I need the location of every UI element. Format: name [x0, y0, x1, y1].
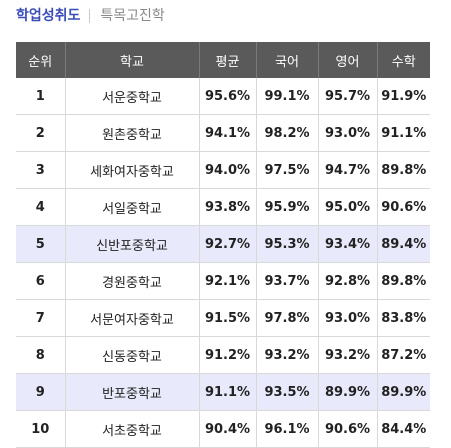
table-header: 순위 학교 평균 국어 영어 수학 — [16, 42, 430, 78]
rank-cell: 2 — [16, 114, 66, 152]
math-score-cell: 90.6% — [377, 188, 430, 226]
average-cell: 91.1% — [199, 373, 257, 411]
rank-cell: 4 — [16, 188, 66, 226]
column-header-rank[interactable]: 순위 — [16, 42, 66, 78]
tab-bar: 학업성취도 특목고진학 — [16, 5, 165, 27]
math-score-cell: 83.8% — [377, 299, 430, 337]
school-name-cell: 반포중학교 — [65, 373, 200, 411]
math-score-cell: 91.1% — [377, 114, 430, 152]
korean-score-cell: 99.1% — [256, 78, 319, 115]
english-score-cell: 94.7% — [318, 151, 378, 189]
korean-score-cell: 97.8% — [256, 299, 319, 337]
rank-cell: 8 — [16, 336, 66, 374]
table-row[interactable]: 8 신동중학교 91.2% 93.2% 93.2% 87.2% — [16, 336, 430, 374]
table-row[interactable]: 2 원촌중학교 94.1% 98.2% 93.0% 91.1% — [16, 114, 430, 152]
korean-score-cell: 97.5% — [256, 151, 319, 189]
math-score-cell: 89.8% — [377, 151, 430, 189]
english-score-cell: 93.2% — [318, 336, 378, 374]
column-header-school[interactable]: 학교 — [65, 42, 200, 78]
average-cell: 93.8% — [199, 188, 257, 226]
column-header-korean[interactable]: 국어 — [256, 42, 319, 78]
school-name-cell: 경원중학교 — [65, 262, 200, 300]
school-name-cell: 세화여자중학교 — [65, 151, 200, 189]
math-score-cell: 91.9% — [377, 78, 430, 115]
rank-cell: 1 — [16, 78, 66, 115]
school-name-cell: 신반포중학교 — [65, 225, 200, 263]
math-score-cell: 87.2% — [377, 336, 430, 374]
english-score-cell: 93.0% — [318, 299, 378, 337]
table-body: 1 서운중학교 95.6% 99.1% 95.7% 91.9% 2 원촌중학교 94.1% 98.… — [16, 78, 430, 448]
english-score-cell: 95.7% — [318, 78, 378, 115]
column-header-average[interactable]: 평균 — [199, 42, 257, 78]
rank-cell: 5 — [16, 225, 66, 263]
english-score-cell: 92.8% — [318, 262, 378, 300]
korean-score-cell: 95.3% — [256, 225, 319, 263]
english-score-cell: 89.9% — [318, 373, 378, 411]
rank-cell: 7 — [16, 299, 66, 337]
column-header-english[interactable]: 영어 — [318, 42, 378, 78]
table-row[interactable]: 6 경원중학교 92.1% 93.7% 92.8% 89.8% — [16, 262, 430, 300]
korean-score-cell: 93.7% — [256, 262, 319, 300]
math-score-cell: 89.8% — [377, 262, 430, 300]
table-row[interactable]: 9 반포중학교 91.1% 93.5% 89.9% 89.9% — [16, 373, 430, 411]
rank-cell: 9 — [16, 373, 66, 411]
average-cell: 92.1% — [199, 262, 257, 300]
tab-academic-achievement[interactable]: 학업성취도 — [16, 8, 81, 24]
rank-cell: 3 — [16, 151, 66, 189]
korean-score-cell: 93.5% — [256, 373, 319, 411]
average-cell: 91.5% — [199, 299, 257, 337]
school-ranking-table: 순위 학교 평균 국어 영어 수학 1 서운중학교 95.6% 99.1% 95.7% 9… — [16, 42, 430, 448]
math-score-cell: 89.9% — [377, 373, 430, 411]
korean-score-cell: 95.9% — [256, 188, 319, 226]
average-cell: 91.2% — [199, 336, 257, 374]
table-header-row: 순위 학교 평균 국어 영어 수학 — [16, 42, 430, 78]
school-name-cell: 신동중학교 — [65, 336, 200, 374]
table-row[interactable]: 1 서운중학교 95.6% 99.1% 95.7% 91.9% — [16, 78, 430, 115]
math-score-cell: 89.4% — [377, 225, 430, 263]
rank-cell: 6 — [16, 262, 66, 300]
english-score-cell: 93.0% — [318, 114, 378, 152]
korean-score-cell: 98.2% — [256, 114, 319, 152]
average-cell: 95.6% — [199, 78, 257, 115]
table-row[interactable]: 7 서문여자중학교 91.5% 97.8% 93.0% 83.8% — [16, 299, 430, 337]
average-cell: 94.0% — [199, 151, 257, 189]
tab-special-high-school-admission[interactable]: 특목고진학 — [100, 8, 165, 24]
english-score-cell: 95.0% — [318, 188, 378, 226]
school-name-cell: 원촌중학교 — [65, 114, 200, 152]
school-name-cell: 서운중학교 — [65, 78, 200, 115]
table-row[interactable]: 3 세화여자중학교 94.0% 97.5% 94.7% 89.8% — [16, 151, 430, 189]
english-score-cell: 93.4% — [318, 225, 378, 263]
table-row[interactable]: 5 신반포중학교 92.7% 95.3% 93.4% 89.4% — [16, 225, 430, 263]
tab-divider — [89, 9, 91, 23]
school-name-cell: 서문여자중학교 — [65, 299, 200, 337]
korean-score-cell: 93.2% — [256, 336, 319, 374]
average-cell: 94.1% — [199, 114, 257, 152]
school-name-cell: 서일중학교 — [65, 188, 200, 226]
column-header-math[interactable]: 수학 — [377, 42, 430, 78]
average-cell: 92.7% — [199, 225, 257, 263]
table-row[interactable]: 4 서일중학교 93.8% 95.9% 95.0% 90.6% — [16, 188, 430, 226]
